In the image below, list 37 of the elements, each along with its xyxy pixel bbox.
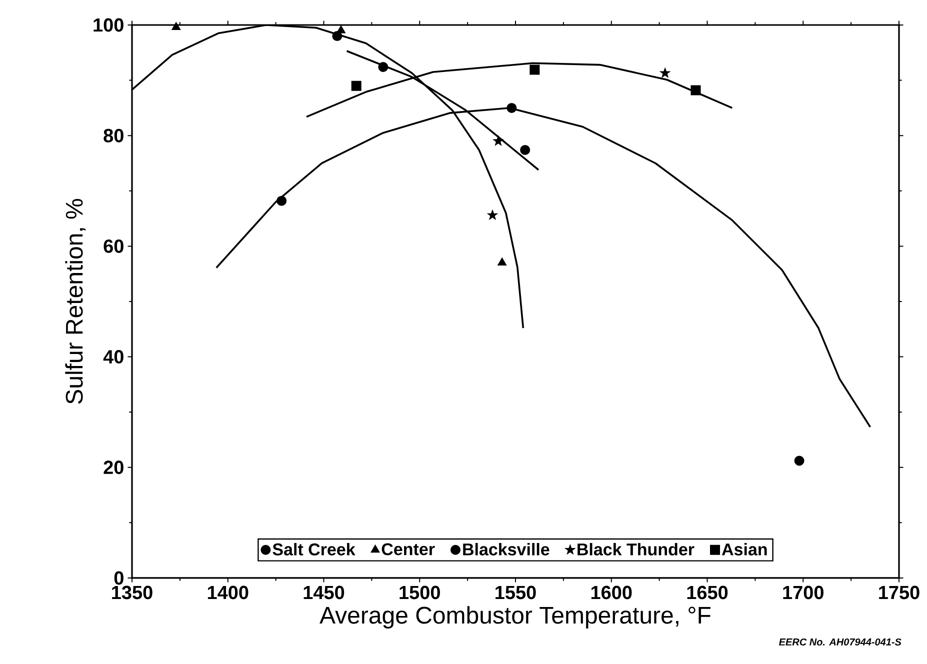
x-tick-label: 1400 <box>208 586 248 600</box>
point <box>690 85 701 96</box>
point <box>336 26 346 34</box>
x-tick-label: 1350 <box>112 586 152 600</box>
legend-label: Blacksville <box>463 542 550 556</box>
point <box>488 210 498 220</box>
x-tick-label: 1550 <box>496 586 536 600</box>
point <box>378 62 388 72</box>
point <box>660 68 670 78</box>
point <box>498 258 506 266</box>
text: EERC No. AH07944-041-S <box>779 638 902 646</box>
x-tick-label: 1450 <box>304 586 344 600</box>
y-tick-label: 100 <box>94 18 124 32</box>
x-axis-title: Average Combustor Temperature, °F <box>320 606 710 629</box>
y-tick-label: 20 <box>104 460 124 474</box>
x-tick-label: 1700 <box>783 586 824 600</box>
legend-label: Salt Creek <box>272 542 356 556</box>
y-tick-label: 0 <box>114 571 124 585</box>
point <box>493 136 504 146</box>
y-tick-label: 40 <box>103 350 124 364</box>
x-tick-label: 1650 <box>687 586 728 600</box>
legend-label: Black Thunder <box>578 542 694 556</box>
point <box>530 64 540 75</box>
legend-label: Center <box>382 543 435 556</box>
y-axis-title: Sulfur Retention, % <box>65 199 86 404</box>
x-tick-label: 1750 <box>879 586 920 600</box>
x-tick-label: 1600 <box>591 586 632 600</box>
point <box>520 144 530 155</box>
point <box>276 196 287 206</box>
legend-label: Asian <box>722 542 767 556</box>
y-tick-label: 80 <box>104 128 124 142</box>
point <box>506 102 517 113</box>
x-tick-label: 1500 <box>400 586 440 600</box>
y-tick-label: 60 <box>104 239 124 253</box>
point <box>794 456 804 466</box>
point <box>172 22 181 30</box>
point <box>351 80 362 91</box>
